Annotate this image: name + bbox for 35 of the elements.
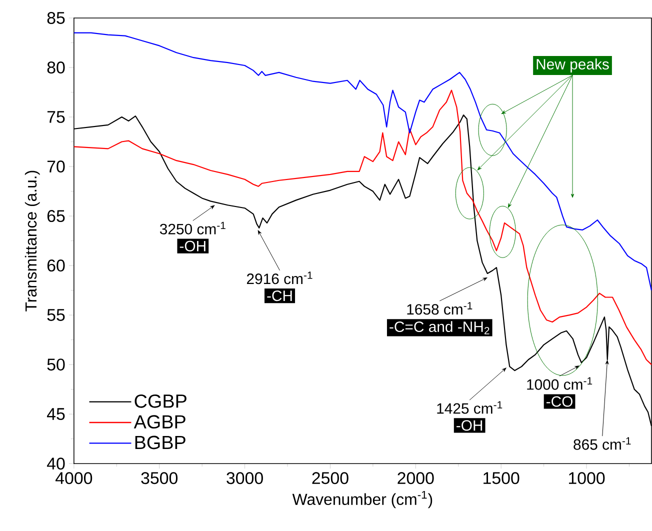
x-tick-label: 2000: [398, 472, 434, 484]
y-tick-label: 55: [47, 309, 65, 322]
legend-label: BGBP: [135, 436, 186, 450]
annotation: 1425 cm$^{-1}$: [437, 401, 502, 414]
annotation: 2916 cm$^{-1}$: [246, 272, 312, 284]
x-tick-label: 1500: [484, 472, 520, 484]
annotation: -CH: [267, 290, 292, 302]
y-tick-label: 75: [47, 111, 65, 124]
x-tick-label: 2500: [312, 472, 348, 484]
line-series: [73, 32, 652, 292]
annotation: 865 cm$^{-1}$: [574, 438, 631, 450]
annotation: -OH: [180, 241, 206, 252]
x-tick-label: 3000: [226, 472, 263, 484]
y-tick-label: 45: [46, 408, 65, 420]
y-tick-label: 50: [47, 358, 65, 371]
annotation: -OH: [456, 420, 482, 431]
y-tick-label: 80: [47, 62, 65, 74]
legend-label: AGBP: [134, 415, 186, 429]
x-axis-title: Wavenumber (cm$^{-1}$): [292, 491, 432, 508]
x-tick-label: 1000: [568, 472, 605, 484]
annotation: 3250 cm$^{-1}$: [160, 222, 226, 235]
y-tick-label: 70: [47, 160, 65, 173]
x-tick-label: 3500: [141, 472, 178, 484]
y-tick-label: 85: [47, 12, 65, 24]
y-tick-label: 40: [46, 458, 65, 470]
y-axis-title: Transmittance (a.u.): [24, 171, 40, 312]
y-tick-label: 65: [47, 210, 65, 222]
annotation: -CO: [546, 396, 572, 407]
y-tick-label: 60: [47, 260, 65, 272]
annotation: 1000 cm$^{-1}$: [527, 378, 592, 390]
annotation: New peaks: [536, 58, 609, 73]
annotation: 1658 cm$^{-1}$: [407, 302, 472, 315]
legend-label: CGBP: [134, 394, 186, 408]
annotation: -C=C and -NH$_{2}$: [390, 321, 490, 334]
x-tick-label: 4000: [56, 472, 92, 484]
